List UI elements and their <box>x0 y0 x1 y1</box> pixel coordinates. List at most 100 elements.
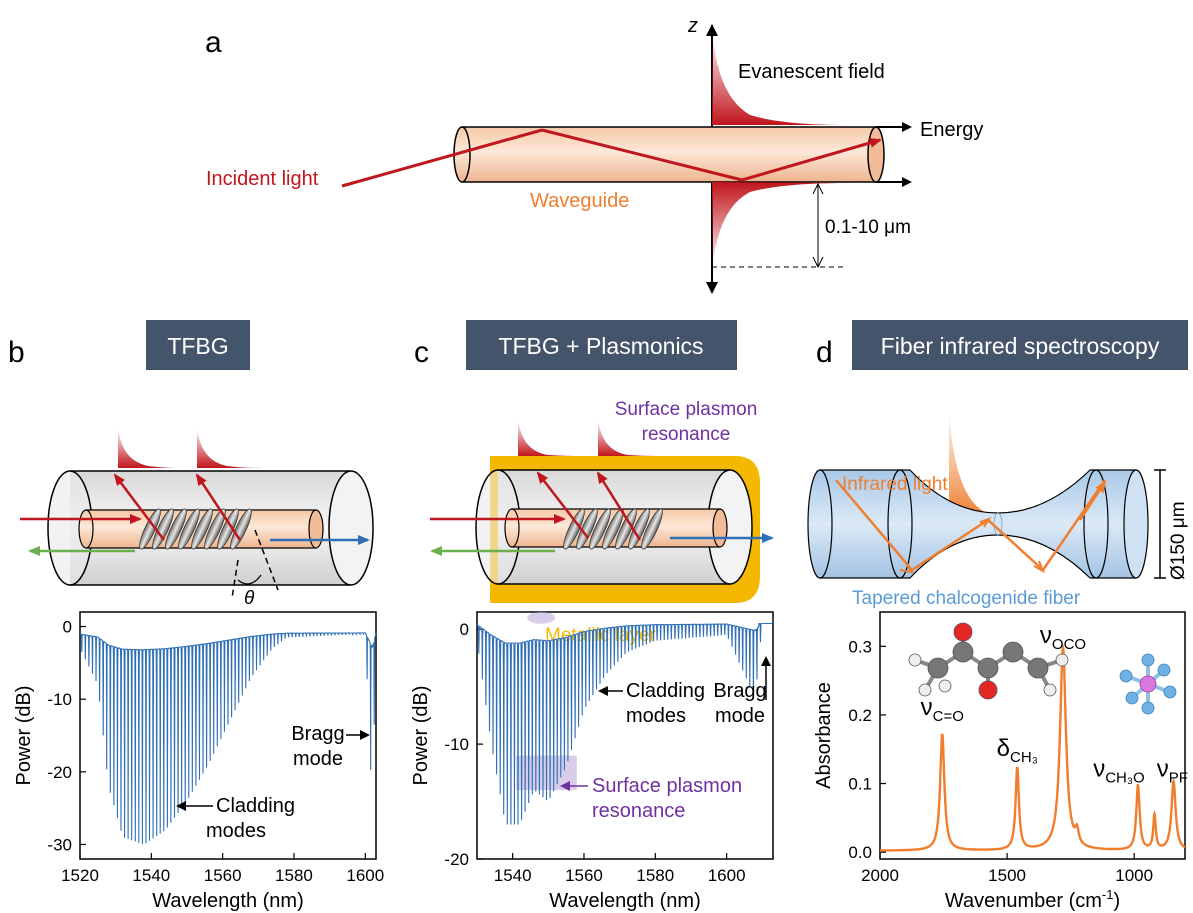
atom <box>927 657 949 679</box>
grating-plane <box>152 508 174 550</box>
x-axis-label: Wavenumber (cm-1) <box>945 887 1120 912</box>
y-tick-label: 0.0 <box>848 843 872 862</box>
title-tfbg-plasmonics: TFBG + Plasmonics <box>498 333 703 359</box>
cladding-ray-1 <box>113 473 165 541</box>
energy-label: Energy <box>920 119 983 141</box>
y-tick-label: 0.3 <box>848 637 872 656</box>
panel-letter-a: a <box>205 26 222 59</box>
reflected-ray-2 <box>741 137 882 182</box>
spr-label-line2: resonance <box>642 424 731 445</box>
x-tick-label: 1560 <box>204 866 242 885</box>
atom <box>953 622 973 642</box>
panel-letter-d: d <box>816 336 833 369</box>
grating-plane <box>217 508 239 550</box>
evanescent-field-2 <box>197 428 264 468</box>
y-tick-label: -20 <box>47 763 72 782</box>
plot-frame <box>79 611 377 860</box>
plot-frame <box>476 611 774 860</box>
evanescent-field-d <box>949 408 1035 519</box>
title-fiber-ir: Fiber infrared spectroscopy <box>881 333 1160 359</box>
atom <box>977 657 999 679</box>
atom <box>1157 663 1171 677</box>
cladding-ray-2 <box>195 473 242 541</box>
grating-plane <box>589 508 611 550</box>
y-axis-label: Power (dB) <box>13 685 35 785</box>
fiber-end-face <box>1123 469 1149 579</box>
molecule-pf6-icon <box>1119 653 1177 715</box>
title-box-tfbg-plasmonics <box>466 320 737 370</box>
x-tick-label: 2000 <box>861 866 899 885</box>
bragg-mode-label: Bragg <box>291 723 344 745</box>
spectrum-line <box>80 632 377 844</box>
panel-a: a z Evanescent field Energy Incident lig… <box>205 15 983 294</box>
waveguide-label: Waveguide <box>530 190 629 212</box>
grating-normal-line <box>231 559 239 599</box>
atom <box>1002 641 1024 663</box>
bragg-mode-label-2: mode <box>715 705 765 727</box>
spr-chart-label: Surface plasmon <box>592 775 742 797</box>
cladding-right-end <box>328 470 374 586</box>
x-tick-label: 1580 <box>636 866 674 885</box>
absorbance-line <box>880 643 1186 852</box>
x-axis-label: Wavelength (nm) <box>549 890 701 912</box>
peak-label: δCH₃ <box>997 735 1038 766</box>
evanescent-field-label: Evanescent field <box>738 61 885 83</box>
spr-label-line1: Surface plasmon <box>615 399 758 420</box>
diameter-label: Ø150 μm <box>1168 501 1189 580</box>
incident-light-label: Incident light <box>206 168 319 190</box>
evanescent-field-upper <box>712 30 850 125</box>
cladding-modes-label: Cladding <box>216 795 295 817</box>
grating-plane <box>615 508 637 550</box>
bragg-mode-label-2: mode <box>293 748 343 770</box>
grating-plane <box>563 508 585 550</box>
x-tick-label: 1560 <box>565 866 603 885</box>
y-tick-label: -10 <box>47 690 72 709</box>
grating-plane <box>230 508 252 550</box>
peak-label: νPF <box>1157 756 1188 787</box>
cladding-modes-label-2: modes <box>626 705 686 727</box>
penetration-depth-label: 0.1-10 μm <box>825 217 911 238</box>
spr-chart-label-2: resonance <box>592 800 685 822</box>
y-tick-label: 0.1 <box>848 775 872 794</box>
molecule-dimethyl-carbonate-icon <box>908 622 1069 700</box>
x-tick-label: 1520 <box>61 866 99 885</box>
atom <box>1141 653 1155 667</box>
atom <box>1141 701 1155 715</box>
atom <box>1119 669 1133 683</box>
atom <box>1055 653 1069 667</box>
waveguide-right-end <box>867 126 885 183</box>
panel-d: d Fiber infrared spectroscopy Infrared l… <box>807 320 1189 609</box>
x-tick-label: 1600 <box>346 866 384 885</box>
x-tick-label: 1000 <box>1115 866 1153 885</box>
y-tick-label: 0 <box>63 618 72 637</box>
grating-plane <box>628 508 650 550</box>
atom <box>952 641 974 663</box>
spectrum-line <box>476 622 773 825</box>
tilted-grating <box>139 508 252 550</box>
x-tick-label: 1580 <box>275 866 313 885</box>
panel-b: b TFBG θ <box>8 320 374 609</box>
x-tick-label: 1540 <box>132 866 170 885</box>
grating-plane <box>602 508 624 550</box>
chart-tfbg-spectrum: 1520 1540 1560 1580 1600 0 -10 -20 -30 Power (dB)… <box>13 611 384 912</box>
grating-plane <box>204 508 226 550</box>
atom <box>918 683 932 697</box>
infrared-light-label: Infrared light <box>842 474 948 495</box>
title-tfbg: TFBG <box>167 333 228 359</box>
grating-plane <box>139 508 161 550</box>
atom <box>1163 685 1177 699</box>
atom <box>1125 691 1139 705</box>
atom <box>978 680 998 700</box>
grating-plane-line <box>254 529 279 591</box>
y-axis-label: Power (dB) <box>410 685 432 785</box>
fiber-label: Tapered chalcogenide fiber <box>852 588 1081 609</box>
peak-label: νC=O <box>921 694 964 725</box>
peak-label: νOCO <box>1040 622 1086 653</box>
chart-ir-absorbance: 2000 1500 1000 0.0 0.1 0.2 0.3 Absorbance Wavenu… <box>813 611 1188 912</box>
x-axis-label: Wavelength (nm) <box>152 890 304 912</box>
grating-plane <box>641 508 663 550</box>
incident-light-ray <box>341 128 543 188</box>
panel-c: c TFBG + Plasmonics Surface plasmon reso… <box>414 320 774 646</box>
z-axis-label: z <box>687 15 698 37</box>
